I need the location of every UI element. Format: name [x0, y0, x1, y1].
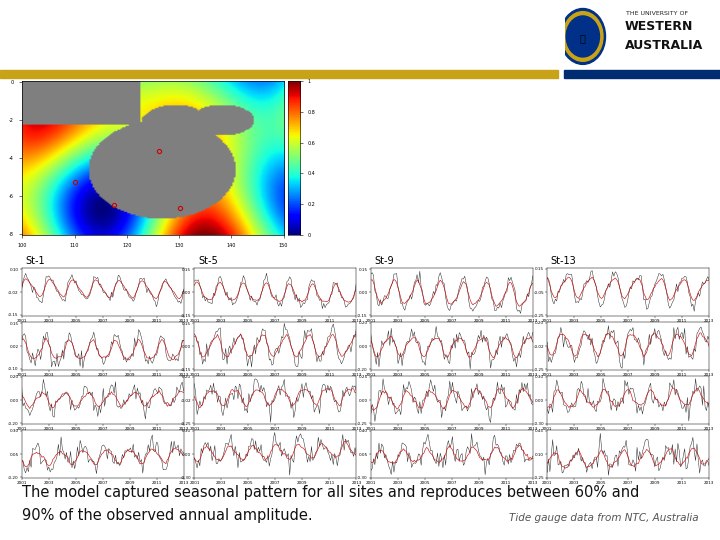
Text: St-9: St-9 — [374, 256, 394, 266]
Text: AUSTRALIA: AUSTRALIA — [625, 39, 703, 52]
Circle shape — [563, 11, 603, 62]
Text: St-1: St-1 — [25, 256, 45, 266]
Text: 🦘: 🦘 — [580, 33, 586, 43]
Text: St-13: St-13 — [551, 256, 577, 266]
Text: The model captured seasonal pattern for all sites and reproduces between 60% and: The model captured seasonal pattern for … — [22, 484, 639, 500]
Text: 90% of the observed annual amplitude.: 90% of the observed annual amplitude. — [22, 508, 312, 523]
Text: WESTERN: WESTERN — [625, 21, 693, 33]
Text: THE UNIVERSITY OF: THE UNIVERSITY OF — [626, 11, 688, 16]
Circle shape — [566, 16, 600, 57]
Circle shape — [560, 9, 606, 64]
Text: Tide gauge data from NTC, Australia: Tide gauge data from NTC, Australia — [509, 512, 698, 523]
Text: St-5: St-5 — [198, 256, 217, 266]
